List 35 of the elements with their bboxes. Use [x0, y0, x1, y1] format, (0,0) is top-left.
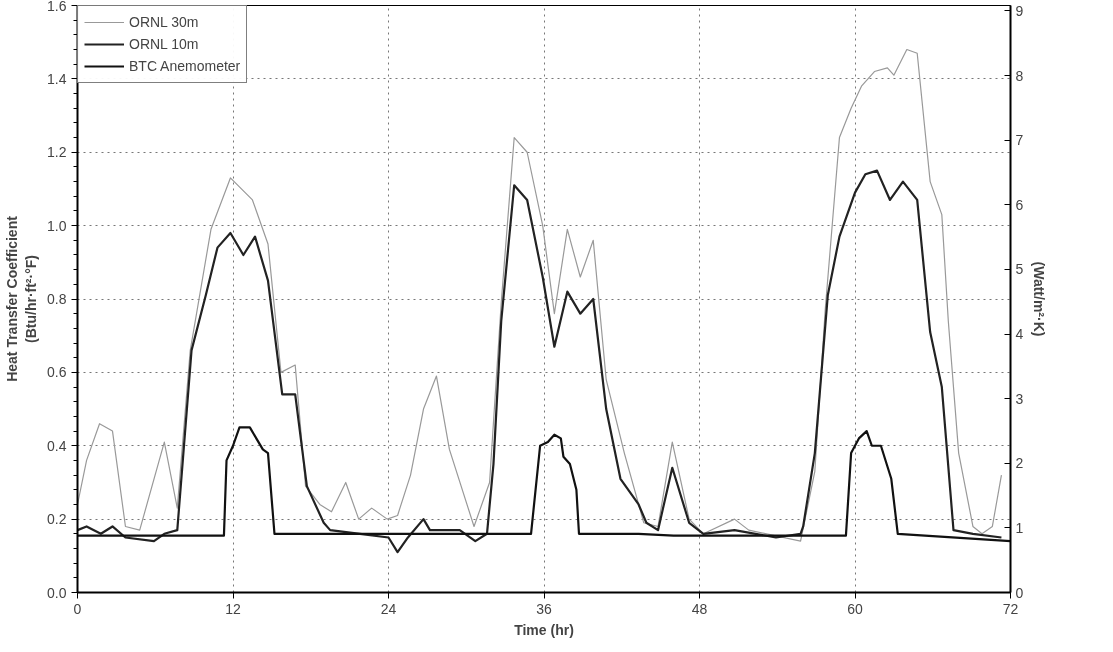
y-tick-label: 0.2 — [47, 511, 67, 528]
y2-tick-label: 9 — [1015, 2, 1024, 19]
y2-tick-label: 7 — [1015, 132, 1024, 149]
y-tick-label: 1.0 — [47, 217, 67, 234]
x-tick-label: 0 — [73, 600, 82, 617]
line-series — [77, 169, 1003, 554]
y2-tick-label: 6 — [1015, 196, 1024, 213]
y2-tick-label: 1 — [1015, 519, 1024, 536]
y2-tick-label: 5 — [1015, 261, 1024, 278]
x-tick-label: 48 — [691, 600, 708, 617]
line-series — [77, 48, 1003, 542]
y2-tick-label: 4 — [1015, 326, 1024, 343]
y-tick-label: 1.2 — [47, 144, 67, 161]
y2-tick-label: 0 — [1015, 584, 1024, 601]
y-axis-title: Heat Transfer Coefficient (Btu/hr·ft²·°F) — [3, 215, 40, 382]
legend-label: ORNL 30m — [129, 14, 199, 30]
x-axis-title: Time (hr) — [514, 621, 574, 638]
y-tick-label: 1.6 — [47, 0, 67, 14]
x-tick-label: 72 — [1002, 600, 1019, 617]
y-tick-label: 0.8 — [47, 291, 67, 307]
y-tick-label: 0.6 — [47, 364, 67, 381]
y2-tick-label: 3 — [1015, 390, 1024, 407]
line-series — [77, 426, 1011, 543]
legend-label: BTC Anemometer — [129, 58, 241, 74]
y-tick-label: 1.4 — [47, 70, 67, 87]
x-tick-label: 36 — [536, 600, 552, 617]
legend-label: ORNL 10m — [129, 36, 199, 52]
x-tick-label: 60 — [847, 600, 863, 617]
y-tick-label: 0.4 — [47, 437, 67, 454]
x-tick-label: 12 — [225, 600, 241, 617]
y2-tick-label: 8 — [1015, 67, 1024, 84]
y-tick-label: 0.0 — [47, 584, 67, 601]
x-tick-label: 24 — [380, 600, 397, 617]
y2-tick-label: 2 — [1015, 455, 1024, 472]
y2-axis-title: (Watt/m²·K) — [1031, 261, 1048, 337]
